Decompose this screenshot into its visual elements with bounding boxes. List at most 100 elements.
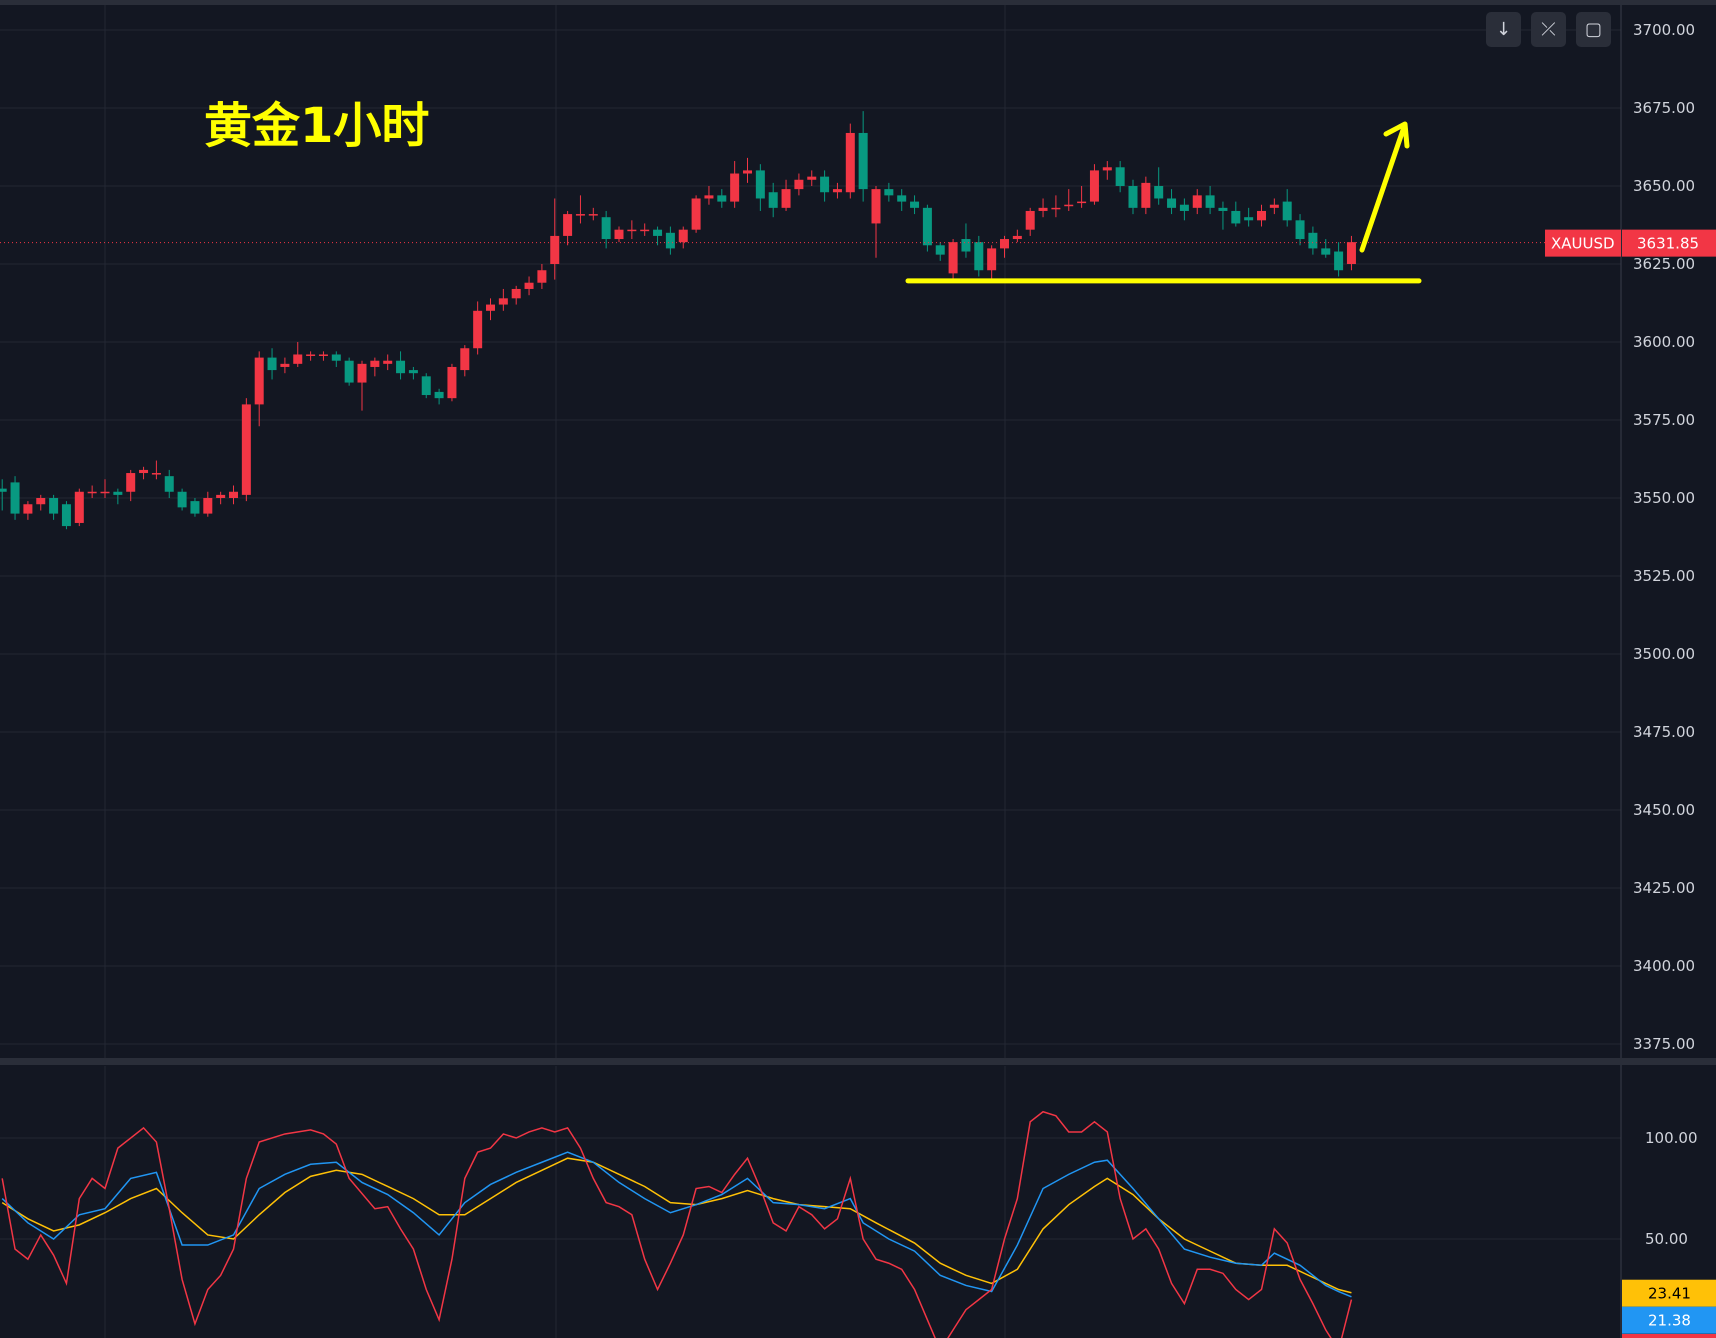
candle-body <box>190 501 200 514</box>
mid-value-label: 21.38 <box>1648 1312 1691 1330</box>
candle-body <box>884 189 894 196</box>
candle-body <box>267 357 277 371</box>
candle-body <box>0 488 7 492</box>
mid-value-box <box>1622 1306 1716 1334</box>
candle-body <box>1167 198 1177 208</box>
candle-body <box>74 491 84 523</box>
candle-body <box>1051 207 1061 210</box>
candle-body <box>678 229 688 243</box>
candle-body <box>1295 220 1305 240</box>
candle-body <box>1346 242 1356 264</box>
candle-body <box>229 491 238 498</box>
candle-body <box>100 491 110 494</box>
slow-value-label: 23.41 <box>1648 1285 1691 1303</box>
candle-body <box>537 270 547 283</box>
candle-body <box>36 498 46 505</box>
candle-body <box>563 214 573 236</box>
candle-body <box>1231 210 1241 224</box>
price-tick-label: 3550.00 <box>1633 489 1695 507</box>
candle-body <box>922 207 932 246</box>
candle-body <box>755 170 765 199</box>
oscillator-line-slow <box>1 1157 1352 1294</box>
oscillator-line-fast <box>1 1110 1353 1338</box>
candle-body <box>1218 207 1228 211</box>
candle-body <box>344 360 354 383</box>
price-tick-label: 3450.00 <box>1633 801 1695 819</box>
candle-body <box>306 354 316 356</box>
candle-body <box>126 473 136 492</box>
candle-body <box>935 245 945 255</box>
candle-body <box>498 298 508 305</box>
candle-body <box>1205 195 1215 208</box>
candle-body <box>948 242 958 274</box>
last-price-label-box <box>1622 229 1716 257</box>
candle-body <box>139 469 149 474</box>
auto-scale-button[interactable]: ⤫ <box>1531 12 1566 47</box>
pane-separator <box>0 1058 1716 1065</box>
price-tick-label: 3475.00 <box>1633 723 1695 741</box>
candle-body <box>1141 182 1151 208</box>
price-tick-label: 3700.00 <box>1633 21 1695 39</box>
candle-body <box>113 491 123 495</box>
candle-body <box>524 282 534 289</box>
candle-body <box>832 189 842 193</box>
candle-body <box>1064 204 1074 207</box>
candle-body <box>717 195 727 202</box>
candle-body <box>575 214 585 216</box>
price-tick-label: 3525.00 <box>1633 567 1695 585</box>
candle-body <box>10 482 20 514</box>
candle-body <box>241 404 251 495</box>
price-tick-label: 3500.00 <box>1633 645 1695 663</box>
candle-body <box>177 491 187 508</box>
candle-body <box>1077 201 1087 204</box>
candle-body <box>601 217 611 240</box>
candle-body <box>434 391 444 399</box>
candle-body <box>730 173 740 202</box>
oscillator-line-mid <box>1 1151 1352 1298</box>
candle-body <box>357 363 367 383</box>
candle-body <box>1089 170 1099 202</box>
candle-body <box>1257 210 1266 221</box>
candle-body <box>396 360 406 374</box>
price-tick-label: 3625.00 <box>1633 255 1695 273</box>
candle-body <box>203 498 213 514</box>
chart-title: 黄金1小时 <box>204 98 430 154</box>
candle-body <box>1115 167 1125 186</box>
last-price-label: 3631.85 <box>1637 235 1699 253</box>
candle-body <box>408 370 418 374</box>
candle-body <box>845 132 855 193</box>
candle-body <box>768 192 778 208</box>
candle-body <box>1282 201 1292 221</box>
candle-body <box>781 189 791 208</box>
candle-body <box>216 494 226 498</box>
candle-body <box>1000 239 1009 249</box>
candle-body <box>1244 217 1254 221</box>
candle-body <box>987 248 997 271</box>
candle-body <box>511 288 521 299</box>
candle-body <box>871 189 881 224</box>
candle-body <box>293 354 303 364</box>
candle-body <box>820 176 830 193</box>
symbol-label-box <box>1545 229 1621 257</box>
slow-value-box <box>1622 1279 1716 1307</box>
price-tick-label: 3400.00 <box>1633 957 1695 975</box>
candle-body <box>151 473 161 475</box>
candle-body <box>1025 210 1035 230</box>
candle-body <box>1128 186 1138 208</box>
candle-body <box>383 360 393 364</box>
fullscreen-button[interactable]: ▢ <box>1576 12 1611 47</box>
price-tick-label: 3650.00 <box>1633 177 1695 195</box>
candle-body <box>1334 251 1344 271</box>
price-tick-label: 3600.00 <box>1633 333 1695 351</box>
price-tick-label: 3425.00 <box>1633 879 1695 897</box>
scroll-to-latest-button[interactable]: ↓ <box>1486 12 1521 47</box>
price-tick-label: 3575.00 <box>1633 411 1695 429</box>
candle-body <box>691 198 701 230</box>
price-tick-label: 3675.00 <box>1633 99 1695 117</box>
candle-body <box>627 229 637 232</box>
candle-body <box>1179 204 1189 211</box>
candle-body <box>704 195 714 199</box>
candle-body <box>486 304 495 311</box>
candle-body <box>794 179 804 190</box>
